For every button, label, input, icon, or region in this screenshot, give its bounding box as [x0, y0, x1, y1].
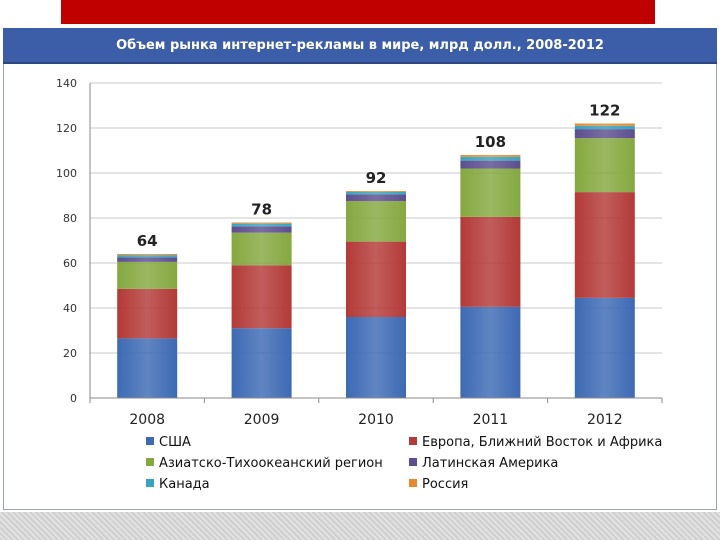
header-corner-box [655, 0, 720, 26]
bar-segment-2-2009 [231, 265, 292, 329]
y-tick-label: 140 [56, 77, 77, 90]
bar-segment-6-2012 [574, 123, 635, 126]
total-label: 108 [475, 133, 506, 151]
y-tick-label: 0 [70, 392, 77, 405]
bar-segment-1-2008 [117, 338, 178, 398]
y-tick-label: 80 [63, 212, 77, 225]
bar-segment-4-2009 [231, 226, 292, 233]
total-label: 92 [366, 169, 387, 187]
header-red-bar [61, 0, 655, 24]
bar-segment-6-2008 [117, 254, 178, 256]
bar-segment-5-2011 [460, 156, 521, 161]
legend-swatch [409, 437, 417, 445]
legend-label: Азиатско-Тихоокеанский регион [159, 456, 383, 471]
total-label: 78 [251, 201, 272, 219]
bar-segment-5-2010 [346, 191, 406, 195]
legend-swatch [409, 479, 417, 487]
y-tick-label: 120 [56, 122, 77, 135]
bar-segment-4-2010 [346, 194, 406, 202]
labels-layer: 64 2008 78 2009 92 2010 108 2011 122 2012 [129, 102, 622, 429]
bar-segment-6-2010 [346, 191, 406, 192]
legend-label: Латинская Америка [422, 456, 558, 471]
x-tick-label: 2012 [587, 412, 623, 428]
x-tick-label: 2008 [129, 412, 165, 428]
bar-segment-4-2008 [117, 257, 178, 262]
x-tick-label: 2010 [358, 412, 394, 428]
y-tick-label: 20 [63, 347, 77, 360]
total-label: 122 [589, 102, 620, 120]
legend-label: США [159, 435, 191, 450]
bar-segment-1-2010 [346, 317, 406, 398]
bar-segment-4-2011 [460, 160, 521, 169]
x-tick-label: 2009 [244, 412, 280, 428]
bar-segment-5-2009 [231, 223, 292, 227]
bar-segment-1-2009 [231, 328, 292, 398]
bar-segment-3-2012 [574, 138, 635, 193]
axis-layer: 0 20 40 60 80 100 120 140 [56, 77, 663, 405]
bar-segment-2-2010 [346, 241, 406, 317]
legend-label: Канада [159, 477, 210, 492]
legend-swatch [409, 458, 417, 466]
bar-segment-2-2008 [117, 288, 178, 339]
bar-segment-5-2012 [574, 125, 635, 130]
bars-layer [117, 123, 635, 398]
legend-swatch [146, 437, 154, 445]
bar-segment-3-2008 [117, 261, 178, 289]
title-band: Объем рынка интернет-рекламы в мире, млр… [3, 28, 717, 64]
bar-segment-1-2011 [460, 306, 521, 398]
bar-segment-3-2010 [346, 201, 406, 242]
legend-swatch [146, 458, 154, 466]
legend-swatch [146, 479, 154, 487]
y-tick-label: 40 [63, 302, 77, 315]
legend: США Европа, Ближний Восток и Африка Азиатс… [146, 435, 662, 492]
total-label: 64 [137, 232, 158, 250]
bar-segment-6-2011 [460, 155, 521, 157]
bar-segment-1-2012 [574, 297, 635, 398]
bar-segment-5-2008 [117, 255, 178, 258]
legend-label: Россия [422, 477, 468, 492]
x-tick-label: 2011 [473, 412, 509, 428]
y-tick-label: 60 [63, 257, 77, 270]
page-title: Объем рынка интернет-рекламы в мире, млр… [116, 38, 604, 53]
bar-segment-6-2009 [231, 222, 292, 224]
bar-segment-2-2011 [460, 216, 521, 307]
bar-segment-2-2012 [574, 192, 635, 298]
bar-segment-4-2012 [574, 129, 635, 139]
bar-segment-3-2011 [460, 168, 521, 217]
footer-texture [0, 512, 720, 540]
bar-segment-3-2009 [231, 232, 292, 266]
legend-label: Европа, Ближний Восток и Африка [422, 435, 662, 450]
y-tick-label: 100 [56, 167, 77, 180]
